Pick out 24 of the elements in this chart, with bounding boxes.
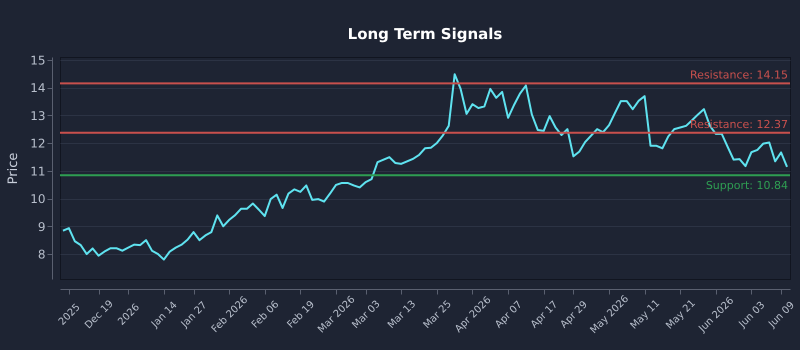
y-tick-label: 9 (38, 220, 46, 234)
y-tick-label: 14 (30, 81, 46, 96)
y-tick-label: 8 (38, 248, 46, 262)
y-tick-label: 11 (30, 164, 46, 178)
y-tick-label: 13 (30, 108, 46, 123)
y-tick-label: 15 (30, 53, 46, 68)
chart-title: Long Term Signals (348, 24, 502, 43)
x-tick-label: Mar 13 (386, 298, 418, 332)
x-tick-label: Mar 25 (422, 298, 454, 332)
x-tick-label: Jan 14 (149, 300, 180, 331)
x-tick-label: Jan 27 (178, 300, 210, 331)
x-tick-label: Jun 03 (736, 300, 768, 331)
y-tick-label: 12 (30, 136, 46, 151)
x-tick-label: Feb 06 (250, 299, 282, 331)
y-axis-title: Price (6, 152, 22, 184)
y-tick-label: 10 (30, 192, 46, 206)
ref-line-label: Resistance: 14.15 (690, 68, 788, 82)
x-tick-label: Jun 09 (766, 300, 797, 331)
x-tick-label: Feb 19 (285, 299, 317, 331)
ref-line-label: Support: 10.84 (706, 179, 788, 192)
x-tick-label: Dec 19 (83, 298, 116, 332)
x-tick-label: Apr 17 (528, 299, 560, 330)
x-tick-label: Apr 29 (558, 299, 590, 330)
x-tick-label: Apr 07 (493, 299, 525, 330)
